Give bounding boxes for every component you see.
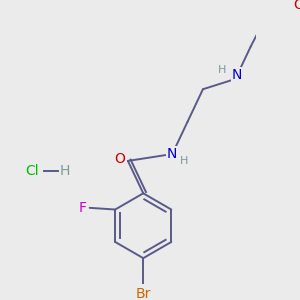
Text: N: N <box>232 68 242 82</box>
Text: H: H <box>218 65 226 76</box>
Text: Cl: Cl <box>26 164 39 178</box>
Text: N: N <box>167 147 177 161</box>
Text: Br: Br <box>136 287 151 300</box>
Text: H: H <box>60 164 70 178</box>
Text: O: O <box>293 0 300 12</box>
Text: O: O <box>114 152 125 166</box>
Text: F: F <box>79 201 87 215</box>
Text: H: H <box>180 156 188 166</box>
